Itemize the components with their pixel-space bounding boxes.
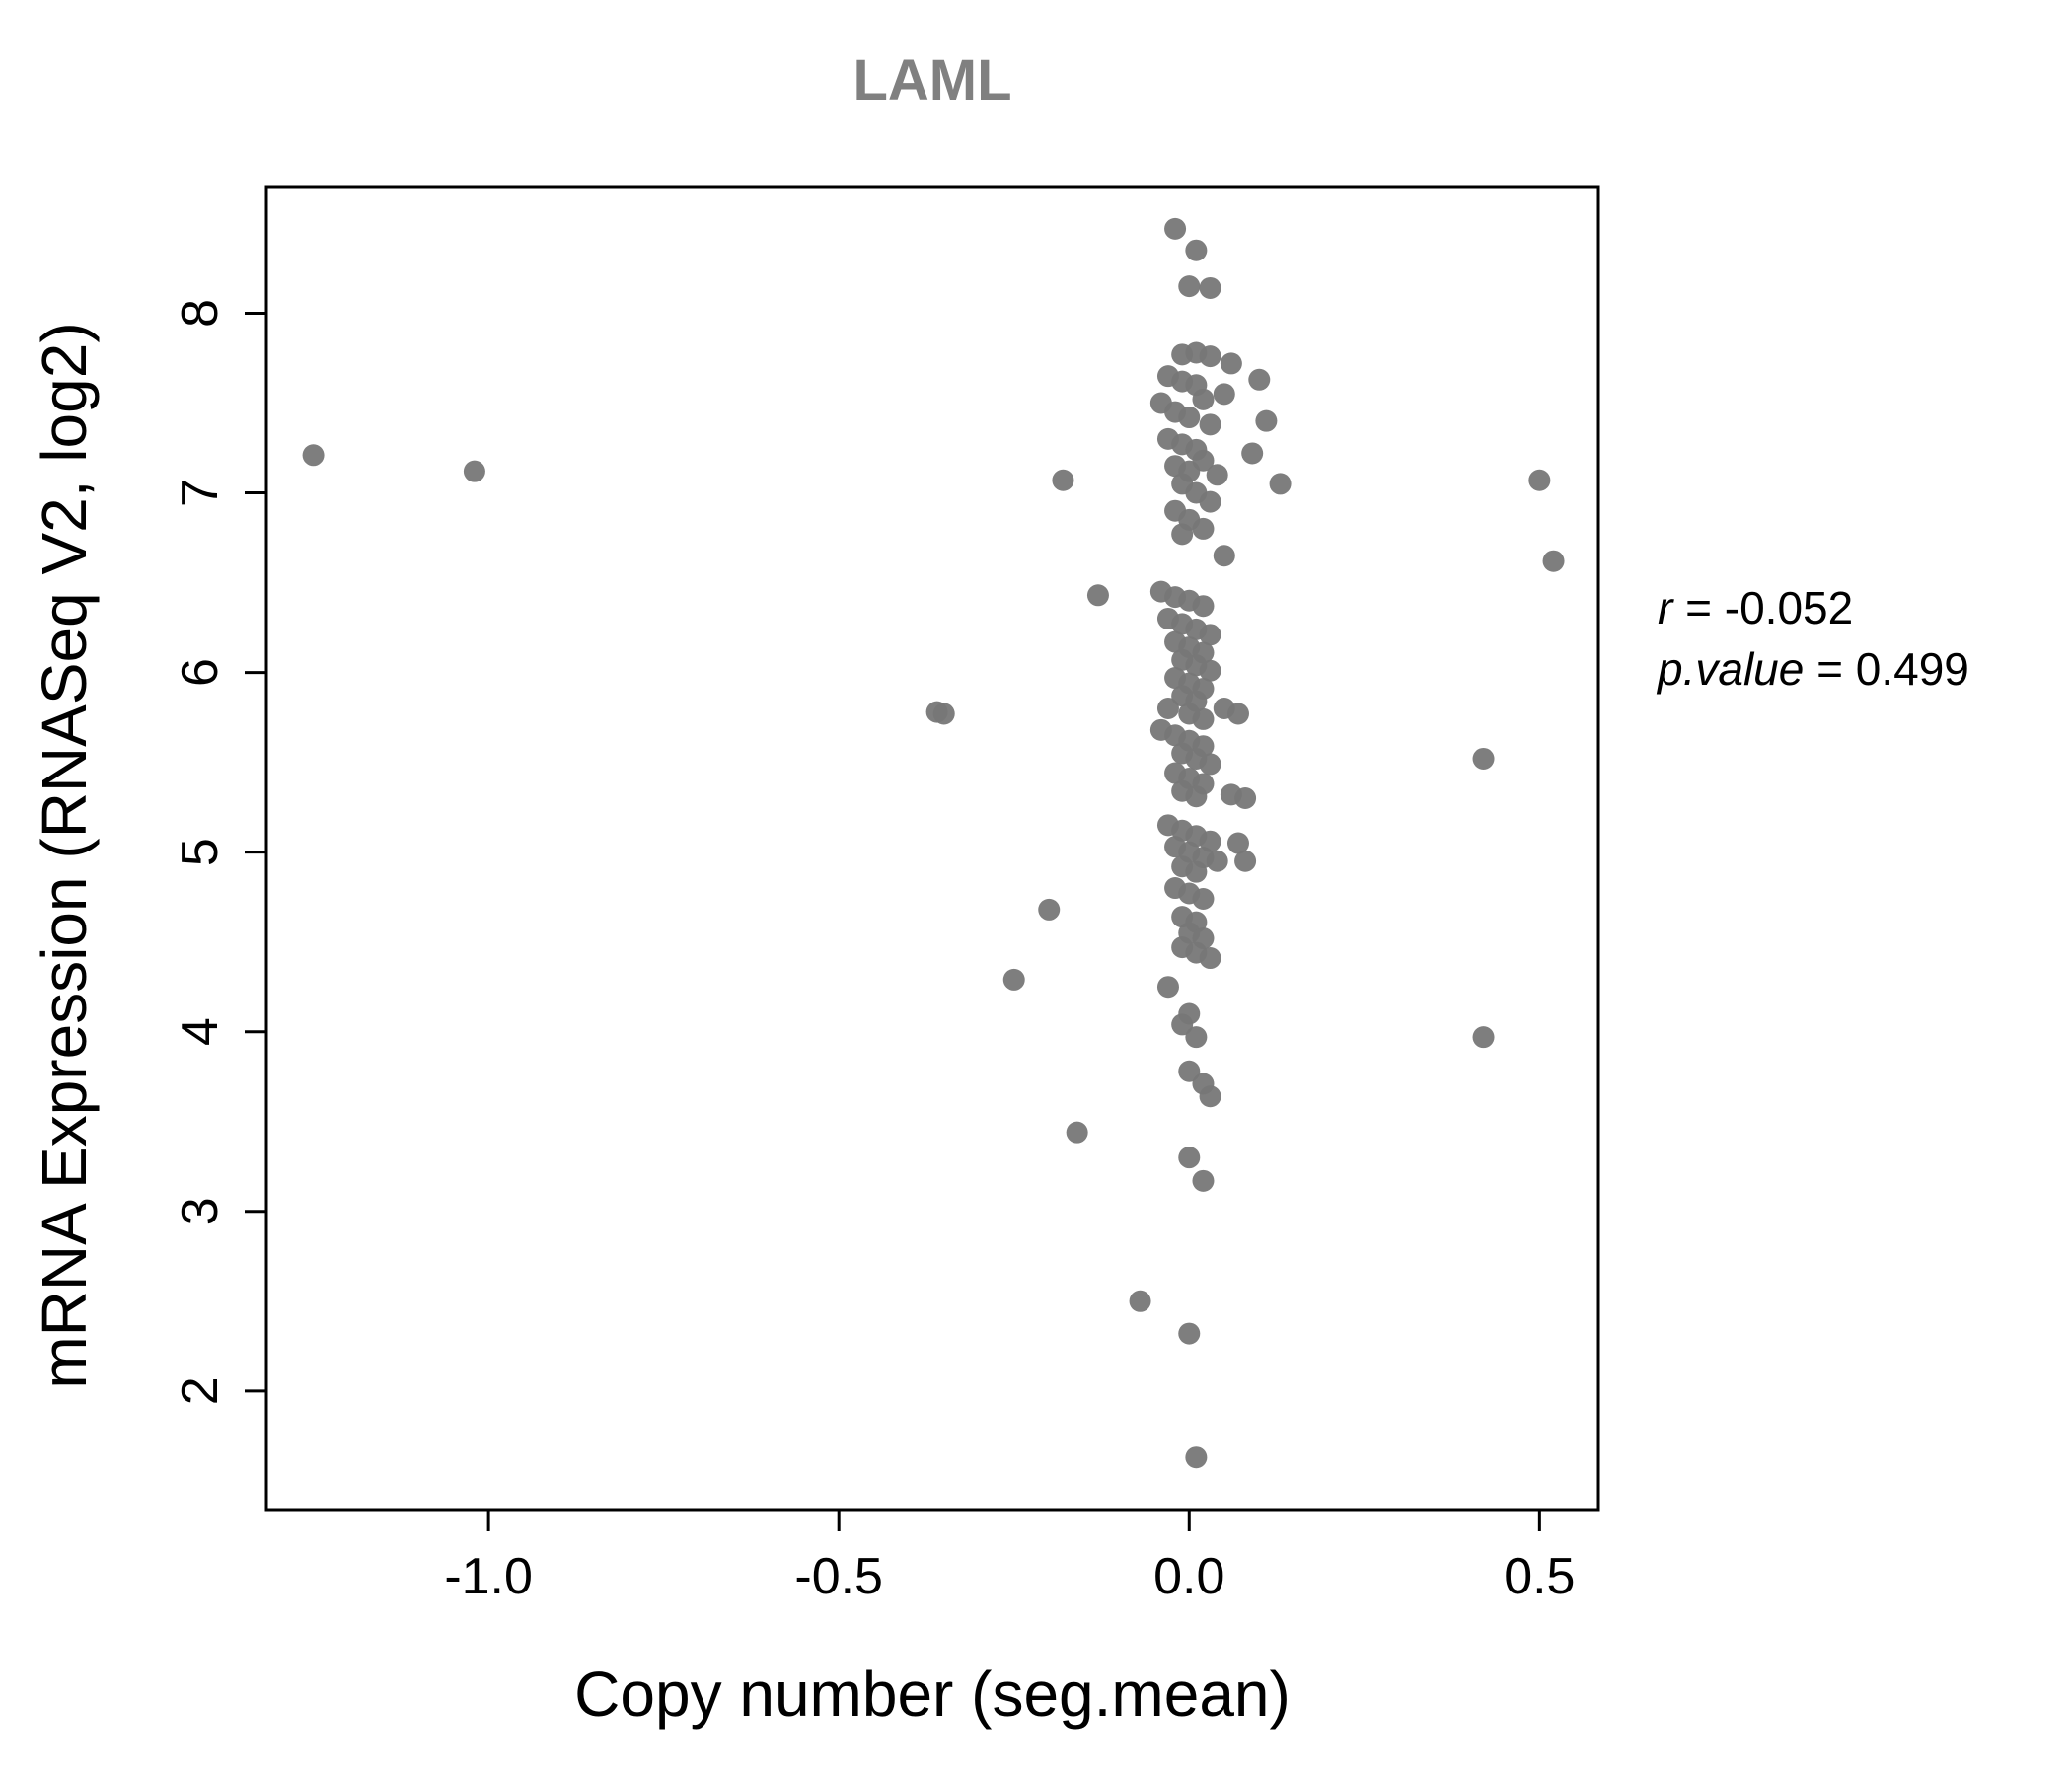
data-point (1066, 1121, 1088, 1144)
data-point (1241, 442, 1264, 465)
data-point (1472, 1026, 1495, 1049)
y-tick-label: 4 (172, 1017, 229, 1046)
data-point (1199, 276, 1221, 299)
data-point (1226, 703, 1249, 725)
data-point (1052, 469, 1074, 491)
data-point (1178, 407, 1201, 429)
x-tick-label: 0.5 (1504, 1548, 1575, 1605)
data-point (463, 460, 485, 482)
data-point (1185, 1446, 1208, 1469)
p-value-line: p.value = 0.499 (1658, 638, 1969, 700)
data-point (1178, 1147, 1201, 1169)
y-tick-label: 8 (172, 299, 229, 328)
data-point (1178, 1060, 1201, 1082)
data-point (1255, 409, 1278, 432)
data-point (1199, 659, 1221, 682)
data-point (1192, 887, 1215, 910)
data-point (1192, 388, 1215, 410)
p-eq: = (1804, 643, 1856, 696)
data-point (302, 444, 325, 467)
data-point (1129, 1290, 1151, 1312)
data-point (1199, 624, 1221, 646)
data-point (1206, 850, 1228, 872)
data-point (1185, 239, 1208, 261)
data-point (1171, 1013, 1194, 1036)
data-point (1192, 595, 1215, 618)
r-value-line: r = -0.052 (1658, 577, 1969, 638)
data-point (1086, 584, 1109, 607)
data-point (1192, 1169, 1215, 1192)
y-tick-label: 5 (172, 838, 229, 866)
data-point (1528, 469, 1551, 491)
data-point (1178, 1322, 1201, 1345)
y-tick-label: 3 (172, 1197, 229, 1225)
r-eq: = (1672, 582, 1725, 633)
data-point (1199, 413, 1221, 436)
data-point (1199, 490, 1221, 513)
r-var: r (1658, 582, 1673, 633)
x-axis-label: Copy number (seg.mean) (574, 1659, 1291, 1730)
data-point (1171, 523, 1194, 546)
x-tick-label: 0.0 (1153, 1548, 1224, 1605)
plot-border (264, 185, 1600, 1512)
data-point (1472, 747, 1495, 770)
data-point (1156, 976, 1179, 999)
data-point (1164, 217, 1187, 240)
data-point (1178, 275, 1201, 298)
data-point (1156, 697, 1179, 719)
data-point (1213, 545, 1235, 567)
data-point (1038, 898, 1061, 921)
data-point (1248, 368, 1271, 391)
data-point (1542, 550, 1565, 572)
data-point (1185, 860, 1208, 883)
r-value: -0.052 (1724, 582, 1854, 633)
data-point (1002, 968, 1025, 991)
data-point (1192, 707, 1215, 730)
correlation-annotation: r = -0.052 p.value = 0.499 (1658, 577, 1969, 700)
y-axis-label: mRNA Expression (RNASeq V2, log2) (29, 322, 100, 1389)
x-tick-label: -0.5 (794, 1548, 883, 1605)
p-var: p.value (1658, 643, 1805, 696)
data-point (1206, 464, 1228, 486)
data-point (1199, 753, 1221, 776)
chart-title: LAML (852, 48, 1012, 112)
x-tick-label: -1.0 (444, 1548, 533, 1605)
data-point (1199, 830, 1221, 852)
data-point (1213, 383, 1235, 406)
data-point (1185, 785, 1208, 808)
data-point (1220, 783, 1242, 806)
y-tick-label: 6 (172, 658, 229, 687)
y-tick-label: 7 (172, 479, 229, 507)
data-point (1185, 1026, 1208, 1049)
data-point (1199, 1085, 1221, 1108)
data-point (1269, 473, 1292, 495)
data-point (1192, 517, 1215, 540)
data-point (1220, 352, 1242, 375)
data-point (1226, 832, 1249, 854)
y-tick-label: 2 (172, 1376, 229, 1405)
data-point (1199, 345, 1221, 368)
data-point (1234, 850, 1257, 872)
data-point (1199, 947, 1221, 970)
p-value: 0.499 (1855, 643, 1969, 696)
data-point (932, 703, 955, 725)
